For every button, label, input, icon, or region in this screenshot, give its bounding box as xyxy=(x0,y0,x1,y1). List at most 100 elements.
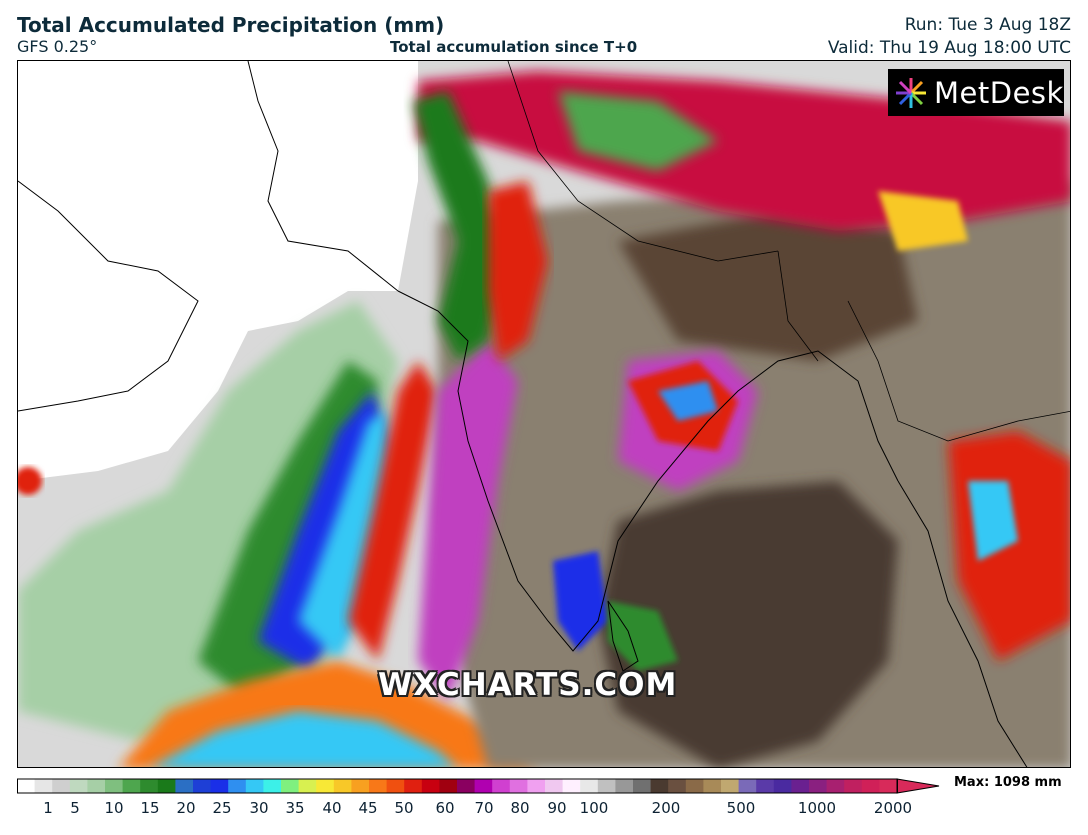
colorbar-swatch xyxy=(87,779,106,793)
colorbar-tick-label: 70 xyxy=(474,799,494,817)
colorbar-swatch xyxy=(527,779,546,793)
colorbar-swatch xyxy=(439,779,458,793)
myanmar-coastline xyxy=(897,480,1028,767)
precipitation-map: MetDesk WXCHARTS.COM xyxy=(17,60,1071,768)
colorbar-swatch xyxy=(122,779,141,793)
colorbar-swatch xyxy=(773,779,792,793)
colorbar-swatch xyxy=(281,779,300,793)
colorbar-swatch xyxy=(809,779,828,793)
colorbar-tick-label: 5 xyxy=(70,799,80,817)
colorbar-swatch xyxy=(703,779,722,793)
colorbar-swatch xyxy=(193,779,212,793)
colorbar-swatch xyxy=(844,779,863,793)
colorbar-swatch xyxy=(386,779,405,793)
india-coastline xyxy=(397,290,899,652)
colorbar-tick-label: 1 xyxy=(43,799,53,817)
persian-gulf-coastline xyxy=(247,61,399,292)
colorbar-frame xyxy=(17,778,898,794)
colorbar-swatch xyxy=(826,779,845,793)
sri-lanka-coastline xyxy=(607,600,639,672)
west-edge-red-patch xyxy=(18,467,42,495)
bengal-blue-core xyxy=(658,381,718,421)
colorbar-swatch xyxy=(791,779,810,793)
chart-title: Total Accumulated Precipitation (mm) xyxy=(17,13,445,37)
colorbar-swatch xyxy=(457,779,476,793)
colorbar-swatch xyxy=(668,779,687,793)
colorbar-ticks: 1 5 10 15 20 25 30 35 40 45 50 60 70 80 90 100 200 500 100… xyxy=(17,799,942,819)
myanmar-blue xyxy=(968,481,1018,561)
colorbar-swatch xyxy=(333,779,352,793)
colorbar-swatch xyxy=(52,779,71,793)
colorbar-tick-label: 100 xyxy=(579,799,609,817)
colorbar-tick-label: 60 xyxy=(435,799,455,817)
border-line-north xyxy=(507,61,779,262)
valid-time-label: Valid: Thu 19 Aug 18:00 UTC xyxy=(827,38,1071,58)
colorbar-tick-label: 200 xyxy=(651,799,681,817)
run-time-label: Run: Tue 3 Aug 18Z xyxy=(904,15,1071,35)
colorbar-swatch xyxy=(721,779,740,793)
colorbar-swatch xyxy=(421,779,440,793)
northeast-yellow xyxy=(878,191,968,251)
colorbar-swatch xyxy=(633,779,652,793)
colorbar-swatch xyxy=(17,779,36,793)
map-canvas xyxy=(18,61,1070,767)
colorbar-tick-label: 80 xyxy=(510,799,530,817)
sri-lanka-green xyxy=(608,601,678,671)
logo-text: MetDesk xyxy=(934,75,1064,110)
colorbar-swatch xyxy=(157,779,176,793)
colorbar-swatch xyxy=(369,779,388,793)
colorbar-tick-label: 45 xyxy=(358,799,378,817)
colorbar-tick-label: 500 xyxy=(726,799,756,817)
model-label: GFS 0.25° xyxy=(17,37,98,56)
colorbar-swatch xyxy=(562,779,581,793)
colorbar-swatch xyxy=(580,779,599,793)
colorbar-extend-arrow xyxy=(896,778,940,794)
colorbar-swatch xyxy=(615,779,634,793)
colorbar-tick-label: 35 xyxy=(285,799,305,817)
dry-region-west xyxy=(18,61,418,481)
colorbar-tick-label: 50 xyxy=(394,799,414,817)
deep-brown-region xyxy=(598,481,898,767)
colorbar-tick-label: 40 xyxy=(322,799,342,817)
pakistan-red-ribbon xyxy=(488,181,548,361)
colorbar-swatch xyxy=(298,779,317,793)
colorbar-swatch xyxy=(404,779,423,793)
watermark: WXCHARTS.COM xyxy=(378,667,678,703)
colorbar-swatch xyxy=(738,779,757,793)
max-value-label: Max: 1098 mm xyxy=(954,775,1062,790)
colorbar-tick-label: 2000 xyxy=(873,799,913,817)
colorbar-swatch xyxy=(685,779,704,793)
colorbar-swatch xyxy=(210,779,229,793)
colorbar xyxy=(17,778,940,794)
colorbar-swatch xyxy=(756,779,775,793)
colorbar-swatch xyxy=(509,779,528,793)
west-coast-magenta xyxy=(418,341,518,701)
colorbar-swatch xyxy=(474,779,493,793)
colorbar-swatch xyxy=(492,779,511,793)
colorbar-swatch xyxy=(228,779,247,793)
colorbar-swatch xyxy=(34,779,53,793)
chart-subtitle: Total accumulation since T+0 xyxy=(390,38,638,56)
metdesk-logo: MetDesk xyxy=(888,69,1064,116)
southern-blue-patch xyxy=(151,711,456,767)
colorbar-tick-label: 20 xyxy=(176,799,196,817)
colorbar-tick-label: 25 xyxy=(212,799,232,817)
colorbar-tick-label: 10 xyxy=(104,799,124,817)
colorbar-tick-label: 15 xyxy=(140,799,160,817)
colorbar-swatch xyxy=(597,779,616,793)
arabia-coastline xyxy=(18,180,199,412)
sunburst-logo-icon xyxy=(896,77,926,108)
colorbar-swatch xyxy=(245,779,264,793)
colorbar-swatch xyxy=(140,779,159,793)
colorbar-swatch xyxy=(879,779,898,793)
colorbar-tick-label: 1000 xyxy=(797,799,837,817)
colorbar-tick-label: 90 xyxy=(547,799,567,817)
colorbar-swatch xyxy=(861,779,880,793)
colorbar-swatch xyxy=(351,779,370,793)
colorbar-swatch xyxy=(175,779,194,793)
himalayan-green-patch xyxy=(558,91,718,171)
red-coastal-band xyxy=(348,361,438,661)
colorbar-swatch xyxy=(69,779,88,793)
colorbar-swatch xyxy=(545,779,564,793)
border-line-east xyxy=(777,250,1070,442)
